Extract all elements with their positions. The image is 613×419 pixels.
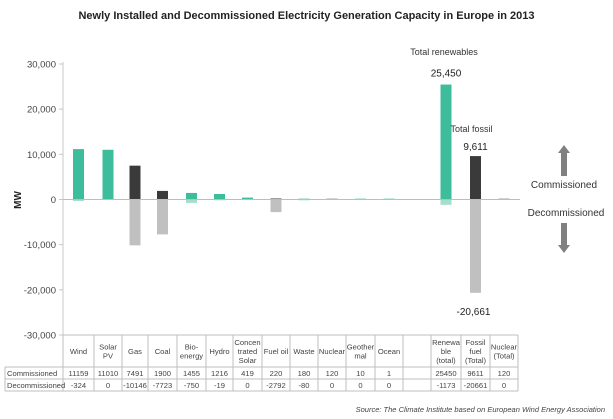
commissioned-arrow-icon <box>558 145 570 176</box>
bar-decommissioned <box>73 199 84 201</box>
table-cell: 11010 <box>98 369 119 378</box>
bar-commissioned <box>157 190 168 200</box>
bar-commissioned <box>440 84 452 200</box>
table-header-cell: Fossil <box>466 338 486 347</box>
bar-commissioned <box>102 149 114 200</box>
table-header-cell: fuel <box>469 347 482 356</box>
table-cell: -20661 <box>464 381 488 390</box>
axes <box>62 62 520 335</box>
table-header-cell: Waste <box>293 347 314 356</box>
table-cell: 0 <box>502 381 506 390</box>
source-note: Source: The Climate Institute based on E… <box>355 405 605 414</box>
bar-commissioned <box>186 192 197 200</box>
annotation-total-fossil: Total fossil <box>450 124 492 134</box>
table-cell: -19 <box>214 381 225 390</box>
table-cell: 120 <box>498 369 511 378</box>
table-cell: 220 <box>270 369 283 378</box>
table-header-cell: energy <box>180 352 203 361</box>
table-header-cell: trated <box>238 347 257 356</box>
table-header-cell: PV <box>103 352 114 361</box>
decommissioned-arrow-icon <box>558 223 570 253</box>
bars <box>73 84 510 293</box>
chart-title: Newly Installed and Decommissioned Elect… <box>78 10 535 22</box>
table-header-cell: Geother <box>347 343 375 352</box>
y-tick-label: 0 <box>51 195 56 206</box>
table-cell: 1216 <box>211 369 228 378</box>
table-header-cell: Solar <box>99 343 117 352</box>
data-label-fossil-total: 9,611 <box>463 142 488 153</box>
bar-decommissioned <box>440 199 452 205</box>
table-cell: 7491 <box>127 369 144 378</box>
table-header-cell: Concen <box>234 338 260 347</box>
table-cell: 0 <box>330 381 334 390</box>
decommissioned-side-label: Decommissioned <box>528 208 605 219</box>
table-cell: 10 <box>356 369 364 378</box>
table-header-cell: Fuel oil <box>264 347 289 356</box>
bar-decommissioned <box>186 199 197 203</box>
table-row-label: Decommissioned <box>7 381 65 390</box>
table-header-cell: Coal <box>155 347 171 356</box>
table-header-cell: Wind <box>70 347 87 356</box>
table-header-cell: mal <box>354 352 367 361</box>
table-header-cell: ble <box>441 347 451 356</box>
table-cell: 0 <box>245 381 249 390</box>
table-header-cell: (Total) <box>465 356 487 365</box>
table-header-cell: Solar <box>239 356 257 365</box>
y-tick-label: -10,000 <box>24 240 56 251</box>
table-cell: 180 <box>298 369 311 378</box>
table-header-cell: Gas <box>128 347 142 356</box>
table-cell: 25450 <box>435 369 456 378</box>
table-cell: 419 <box>241 369 254 378</box>
bar-commissioned <box>129 165 141 200</box>
annotations: Total renewables 25,450 Total fossil 9,611 -… <box>410 47 492 318</box>
table-cell: 0 <box>106 381 110 390</box>
bar-commissioned <box>214 194 225 200</box>
y-axis-ticks: 30,000 20,000 10,000 0 -10,000 -20,000 -30,000 <box>24 60 63 342</box>
table-cell: 0 <box>387 381 391 390</box>
table-cell: 120 <box>326 369 339 378</box>
table-cell: 0 <box>358 381 362 390</box>
y-axis-label: MW <box>13 191 24 209</box>
table-header-cell: (total) <box>436 356 456 365</box>
bar-decommissioned <box>129 199 141 246</box>
table-header-cell: Hydro <box>209 347 229 356</box>
bar-decommissioned <box>470 199 481 293</box>
table-cell: 11159 <box>69 369 89 378</box>
table-cell: -324 <box>71 381 86 390</box>
annotation-total-renewables: Total renewables <box>410 47 478 57</box>
bar-commissioned <box>73 149 84 200</box>
bar-commissioned <box>470 156 481 200</box>
table-cell: -2792 <box>266 381 285 390</box>
table-cell: -10146 <box>123 381 147 390</box>
table-header-cell: Nuclear <box>491 343 518 352</box>
table-header-cell: (Total) <box>493 352 515 361</box>
table-cell: -7723 <box>153 381 172 390</box>
data-label-renewable-total: 25,450 <box>431 69 462 80</box>
table-header-cell: Bio- <box>185 343 199 352</box>
y-tick-label: 30,000 <box>27 60 56 71</box>
table-cell: 1 <box>387 369 391 378</box>
y-tick-label: 10,000 <box>27 150 56 161</box>
table-header-cell: Ocean <box>378 347 400 356</box>
bar-decommissioned <box>157 199 168 235</box>
table-header-cell: Nuclear <box>319 347 346 356</box>
y-tick-label: -20,000 <box>24 285 56 296</box>
table-cell: 9611 <box>467 369 483 378</box>
bar-commissioned <box>242 197 253 200</box>
table-cell: -750 <box>184 381 199 390</box>
y-tick-label: -30,000 <box>24 331 56 342</box>
table-row-label: Commissioned <box>7 369 57 378</box>
table-cell: -1173 <box>437 381 456 390</box>
table-header-cell: Renewa <box>432 338 461 347</box>
bar-decommissioned <box>270 199 282 213</box>
commissioned-side-label: Commissioned <box>531 180 597 191</box>
y-tick-label: 20,000 <box>27 105 56 116</box>
table-cell: -80 <box>299 381 310 390</box>
table-cell: 1455 <box>183 369 200 378</box>
table-cell: 1900 <box>154 369 171 378</box>
data-label-fossil-decommissioned: -20,661 <box>457 307 491 318</box>
